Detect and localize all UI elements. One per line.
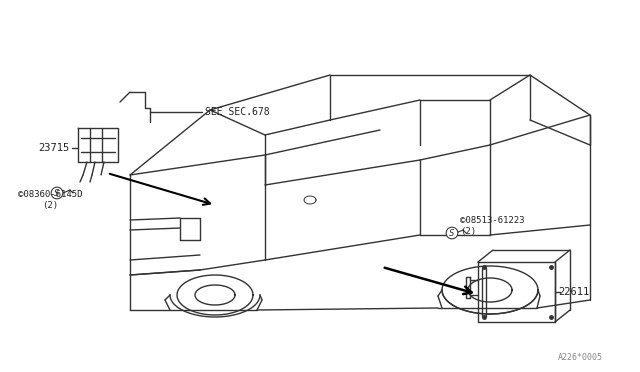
Text: A226*0005: A226*0005 <box>558 353 603 362</box>
Text: SEE SEC.678: SEE SEC.678 <box>205 107 269 117</box>
Text: 22611: 22611 <box>558 287 589 297</box>
Text: ©08513-61223
(2): ©08513-61223 (2) <box>460 216 525 236</box>
Text: ©08360-6145D
(2): ©08360-6145D (2) <box>18 190 83 210</box>
Text: 23715: 23715 <box>38 143 69 153</box>
Text: S: S <box>54 189 60 198</box>
Text: S: S <box>449 228 454 237</box>
